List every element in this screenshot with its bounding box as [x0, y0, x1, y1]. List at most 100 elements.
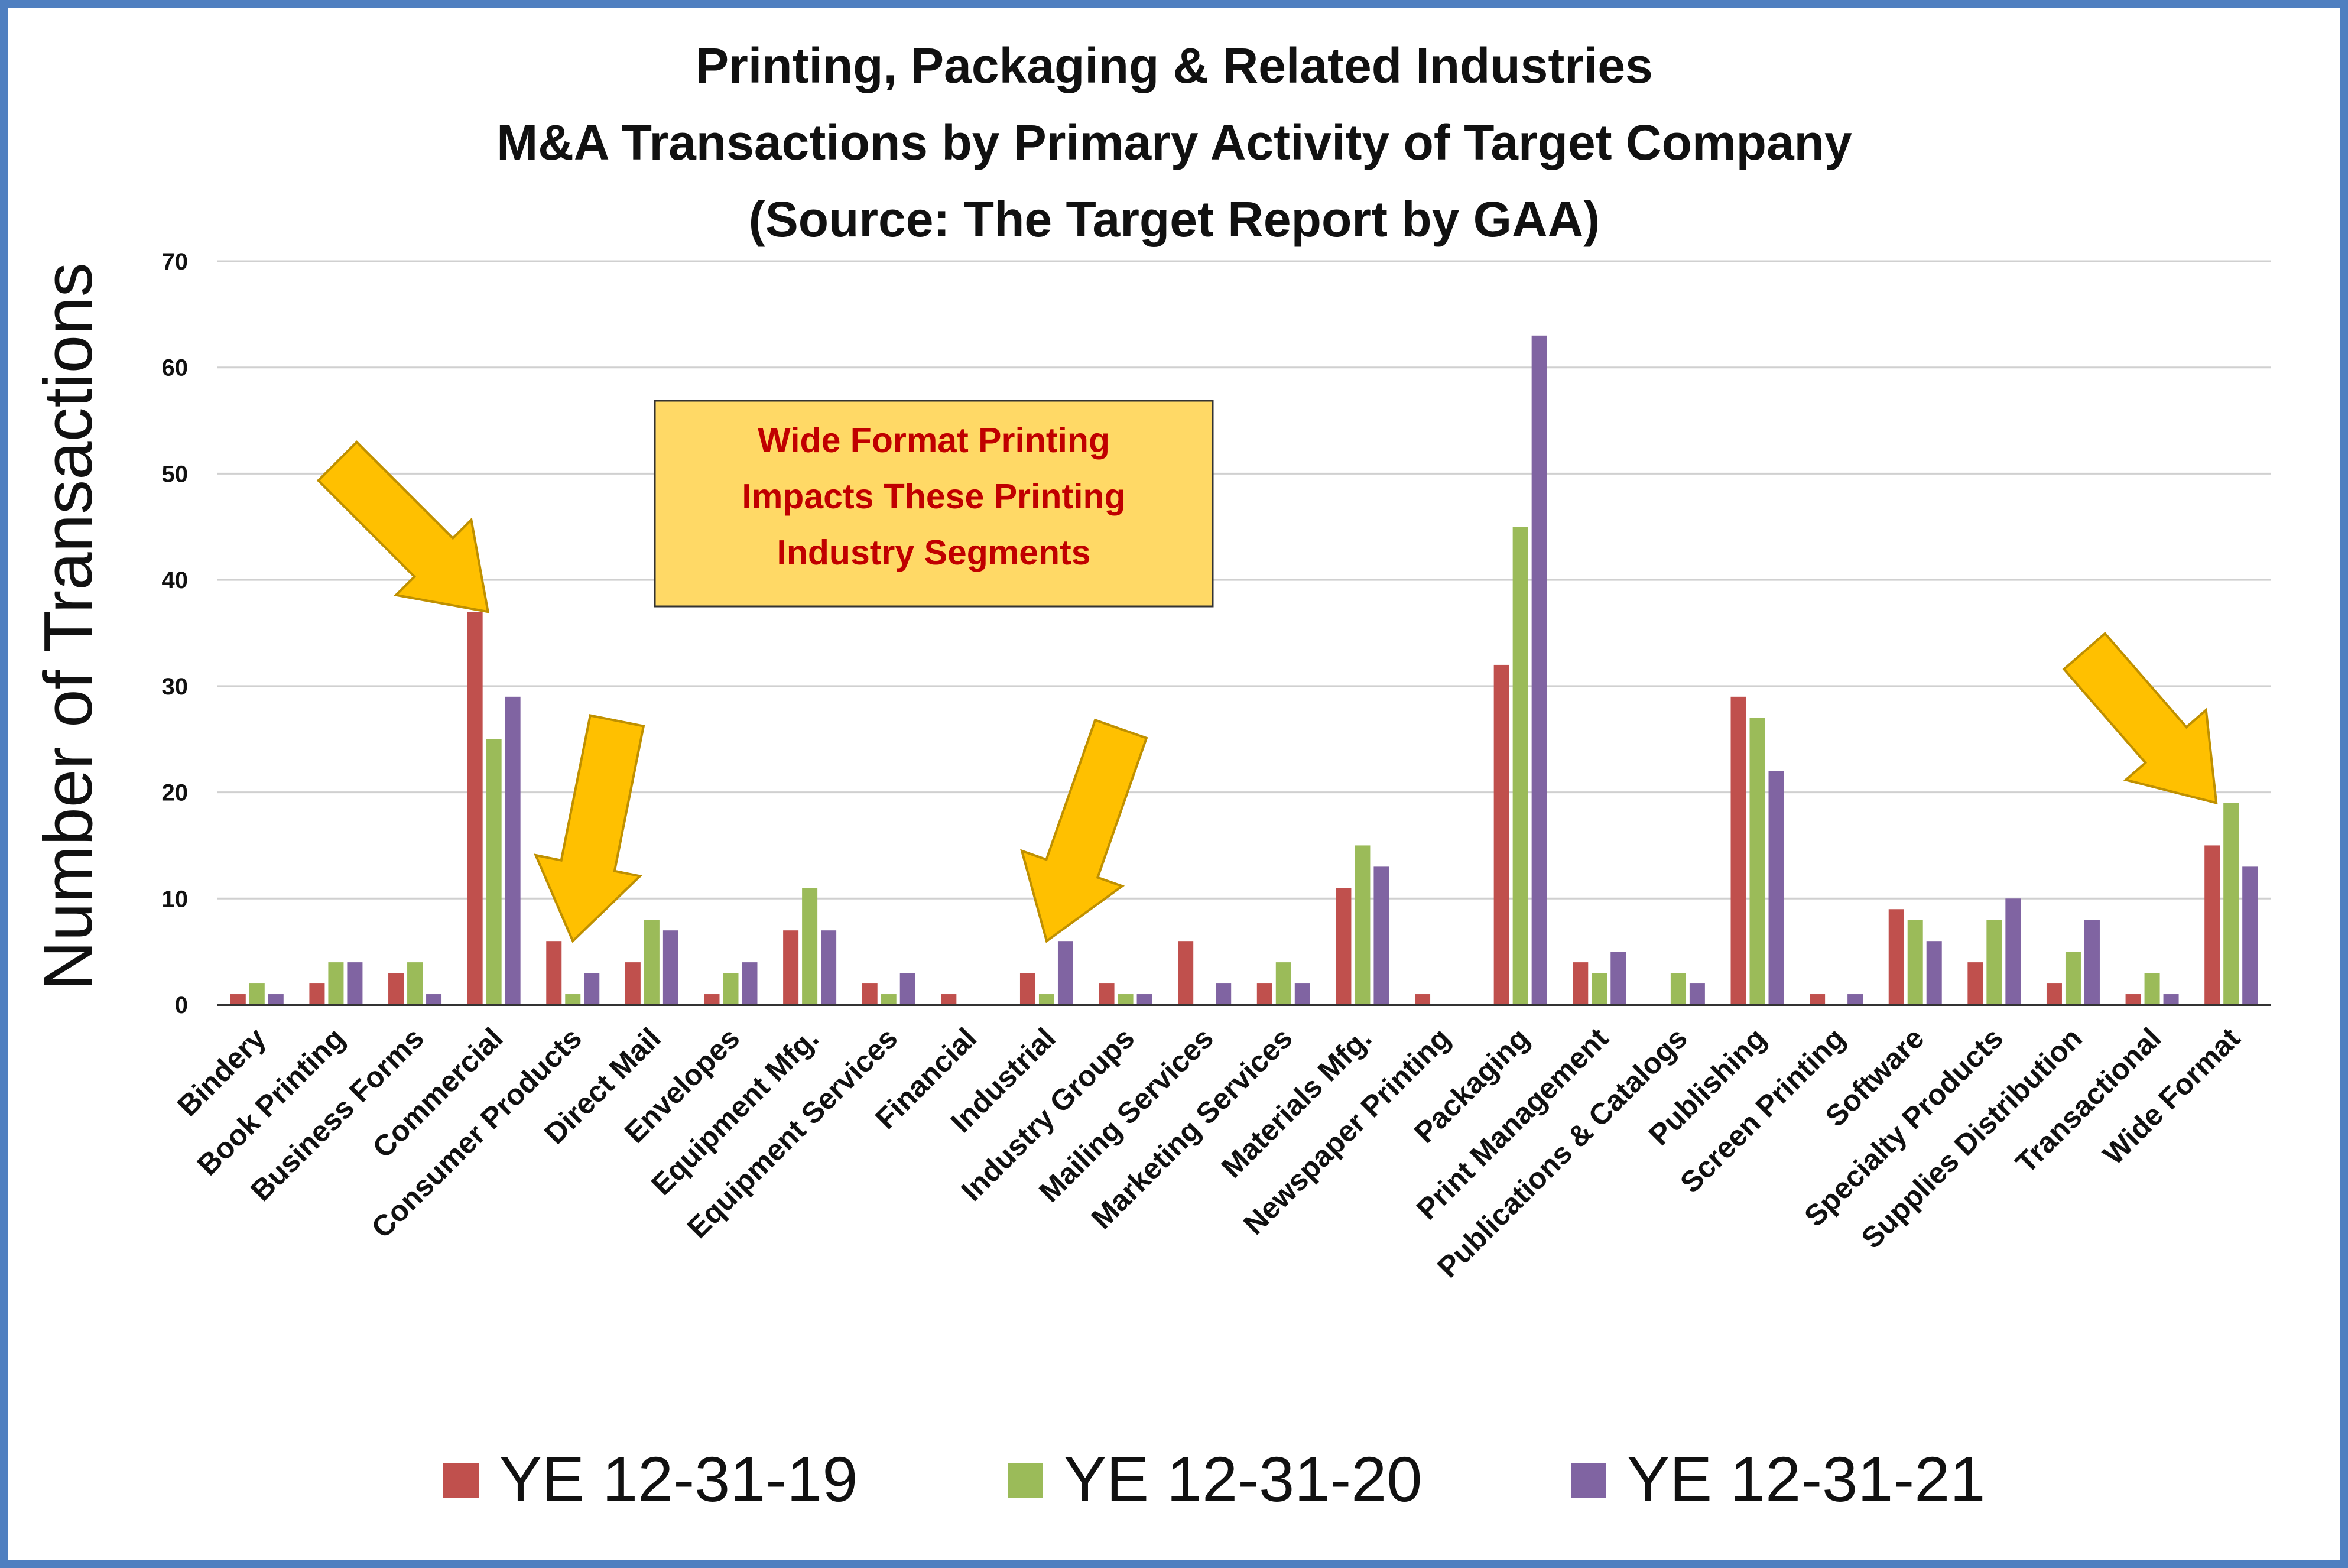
bar-ye-12-31-21-8	[899, 973, 915, 1005]
bar-ye-12-31-20-19	[1749, 718, 1765, 1005]
bar-ye-12-31-21-19	[1768, 771, 1784, 1005]
legend-label: YE 12-31-21	[1627, 1443, 1985, 1515]
bar-ye-12-31-21-24	[2163, 994, 2179, 1005]
legend: YE 12-31-19 YE 12-31-20 YE 12-31-21	[443, 1443, 1985, 1515]
bar-ye-12-31-21-18	[1689, 983, 1705, 1005]
bar-ye-12-31-20-10	[1038, 994, 1054, 1005]
bar-ye-12-31-20-8	[881, 994, 897, 1005]
bar-ye-12-31-20-22	[1986, 920, 2002, 1005]
bar-ye-12-31-20-11	[1118, 994, 1134, 1005]
legend-swatch-2	[1571, 1463, 1606, 1498]
bar-ye-12-31-19-25	[2204, 845, 2220, 1005]
y-tick-label: 30	[162, 674, 189, 700]
bar-ye-12-31-21-20	[1847, 994, 1863, 1005]
bar-ye-12-31-19-8	[862, 983, 878, 1005]
bar-ye-12-31-19-1	[309, 983, 325, 1005]
bar-ye-12-31-21-0	[268, 994, 284, 1005]
bar-ye-12-31-20-14	[1355, 845, 1371, 1005]
y-tick-label: 50	[162, 461, 189, 487]
y-tick-label: 70	[162, 249, 189, 275]
bar-ye-12-31-19-13	[1256, 983, 1272, 1005]
bar-ye-12-31-19-24	[2125, 994, 2141, 1005]
bar-ye-12-31-19-15	[1415, 994, 1431, 1005]
bar-ye-12-31-20-2	[407, 962, 423, 1005]
bar-ye-12-31-20-13	[1275, 962, 1291, 1005]
y-tick-label: 60	[162, 355, 189, 381]
annotation-arrows	[316, 440, 2218, 943]
bars	[230, 335, 2258, 1005]
bar-ye-12-31-19-9	[941, 994, 957, 1005]
y-tick-label: 10	[162, 886, 189, 912]
bar-ye-12-31-21-1	[347, 962, 363, 1005]
bar-ye-12-31-20-23	[2065, 952, 2081, 1005]
bar-ye-12-31-21-25	[2242, 866, 2258, 1005]
arrow-icon	[316, 440, 490, 613]
bar-ye-12-31-19-23	[2046, 983, 2062, 1005]
bar-ye-12-31-21-2	[426, 994, 442, 1005]
bar-ye-12-31-19-12	[1178, 941, 1194, 1005]
note-text-line: Impacts These Printing	[742, 477, 1125, 516]
bar-ye-12-31-21-13	[1294, 983, 1310, 1005]
chart-title: Printing, Packaging & Related Industries…	[496, 38, 1852, 247]
note-text-line: Industry Segments	[777, 533, 1090, 572]
arrow-icon	[2062, 631, 2218, 805]
bar-ye-12-31-21-22	[2005, 898, 2021, 1005]
bar-ye-12-31-19-10	[1019, 973, 1035, 1005]
y-tick-label: 40	[162, 567, 189, 593]
bar-ye-12-31-20-4	[565, 994, 581, 1005]
legend-swatch-1	[1008, 1463, 1043, 1498]
legend-label: YE 12-31-20	[1064, 1443, 1422, 1515]
bar-ye-12-31-20-1	[328, 962, 344, 1005]
note-text-line: Wide Format Printing	[758, 421, 1110, 460]
arrow-icon	[1020, 718, 1148, 943]
bar-ye-12-31-20-0	[249, 983, 265, 1005]
bar-ye-12-31-19-0	[230, 994, 246, 1005]
bar-ye-12-31-20-21	[1907, 920, 1923, 1005]
chart-title-line: (Source: The Target Report by GAA)	[749, 191, 1600, 247]
bar-ye-12-31-21-10	[1057, 941, 1073, 1005]
bar-ye-12-31-19-4	[546, 941, 562, 1005]
bar-ye-12-31-21-21	[1926, 941, 1942, 1005]
bar-ye-12-31-21-7	[821, 930, 837, 1005]
bar-ye-12-31-19-22	[1967, 962, 1983, 1005]
y-axis-label: Number of Transactions	[30, 262, 106, 990]
bar-ye-12-31-19-3	[467, 612, 483, 1005]
bar-ye-12-31-19-6	[704, 994, 720, 1005]
bar-ye-12-31-21-12	[1216, 983, 1232, 1005]
bar-ye-12-31-20-25	[2223, 803, 2239, 1005]
bar-ye-12-31-20-3	[486, 739, 502, 1005]
bar-ye-12-31-19-17	[1573, 962, 1589, 1005]
bar-ye-12-31-19-7	[783, 930, 799, 1005]
bar-ye-12-31-21-17	[1610, 952, 1626, 1005]
bar-ye-12-31-20-16	[1512, 527, 1528, 1005]
bar-ye-12-31-19-11	[1099, 983, 1115, 1005]
x-category-label: Wide Format	[2097, 1021, 2247, 1171]
arrow-icon	[534, 714, 645, 943]
y-tick-label: 0	[175, 992, 188, 1018]
bar-ye-12-31-21-16	[1531, 335, 1547, 1005]
gridlines	[217, 260, 2271, 900]
legend-label: YE 12-31-19	[499, 1443, 858, 1515]
bar-ye-12-31-21-11	[1136, 994, 1152, 1005]
legend-swatch-0	[443, 1463, 479, 1498]
bar-ye-12-31-19-19	[1730, 696, 1746, 1005]
bar-ye-12-31-20-7	[802, 888, 818, 1005]
bar-ye-12-31-20-18	[1670, 973, 1686, 1005]
bar-ye-12-31-21-4	[584, 973, 600, 1005]
y-axis-ticks: 0 10 20 30 40 50 60 70	[162, 249, 189, 1018]
note-box	[654, 400, 1214, 608]
bar-ye-12-31-21-23	[2084, 920, 2100, 1005]
y-tick-label: 20	[162, 780, 189, 806]
bar-ye-12-31-20-6	[723, 973, 739, 1005]
chart-title-line: M&A Transactions by Primary Activity of …	[496, 115, 1852, 170]
bar-ye-12-31-19-14	[1336, 888, 1352, 1005]
bar-ye-12-31-19-2	[388, 973, 404, 1005]
bar-ye-12-31-19-5	[625, 962, 641, 1005]
bar-ye-12-31-21-14	[1373, 866, 1389, 1005]
bar-ye-12-31-20-24	[2144, 973, 2160, 1005]
bar-ye-12-31-20-17	[1592, 973, 1607, 1005]
bar-ye-12-31-21-5	[662, 930, 678, 1005]
chart-title-line: Printing, Packaging & Related Industries	[696, 38, 1653, 93]
